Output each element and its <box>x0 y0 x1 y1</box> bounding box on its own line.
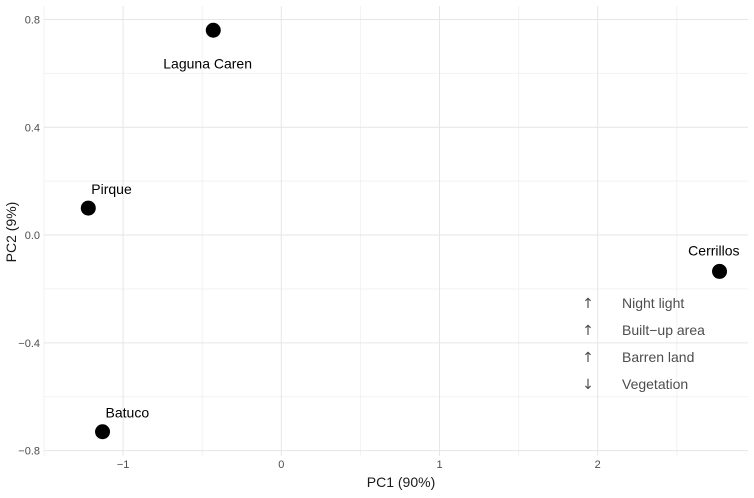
minor-grid <box>43 6 748 456</box>
y-tick-label: 0.4 <box>25 122 40 134</box>
data-point-label: Cerrillos <box>688 242 739 258</box>
legend-arrow-icon: ↑ <box>582 323 594 339</box>
legend-item-label: Built−up area <box>622 322 705 338</box>
x-axis-ticks: −1 0 1 2 <box>117 459 601 471</box>
x-tick-label: 0 <box>278 459 284 471</box>
data-point <box>712 263 728 279</box>
data-point <box>95 424 111 440</box>
data-point <box>205 22 221 38</box>
data-point-label: Batuco <box>106 405 150 421</box>
y-axis-title: PC2 (9%) <box>3 202 19 263</box>
y-tick-label: −0.8 <box>18 446 40 458</box>
legend-arrow-icon: ↑ <box>582 296 594 312</box>
major-grid <box>44 6 748 456</box>
data-points: Laguna Caren Pirque Cerrillos Batuco <box>80 22 740 440</box>
legend-arrow-icon: ↑ <box>582 350 594 366</box>
y-axis-ticks: −0.8 −0.4 0.0 0.4 0.8 <box>18 14 40 457</box>
legend-item-label: Barren land <box>622 349 694 365</box>
x-tick-label: −1 <box>117 459 130 471</box>
legend-arrow-icon: ↓ <box>582 377 594 393</box>
direction-legend: ↑ Night light ↑ Built−up area ↑ Barren land ↓ V… <box>582 295 705 393</box>
data-point <box>80 200 96 216</box>
data-point-label: Pirque <box>91 181 132 197</box>
x-axis-title: PC1 (90%) <box>367 474 435 490</box>
x-tick-label: 1 <box>436 459 442 471</box>
y-tick-label: 0.0 <box>25 230 40 242</box>
data-point-label: Laguna Caren <box>163 55 252 71</box>
legend-item-label: Night light <box>622 295 684 311</box>
y-tick-label: −0.4 <box>18 338 40 350</box>
y-tick-label: 0.8 <box>25 14 40 26</box>
legend-item-label: Vegetation <box>622 376 688 392</box>
x-tick-label: 2 <box>595 459 601 471</box>
